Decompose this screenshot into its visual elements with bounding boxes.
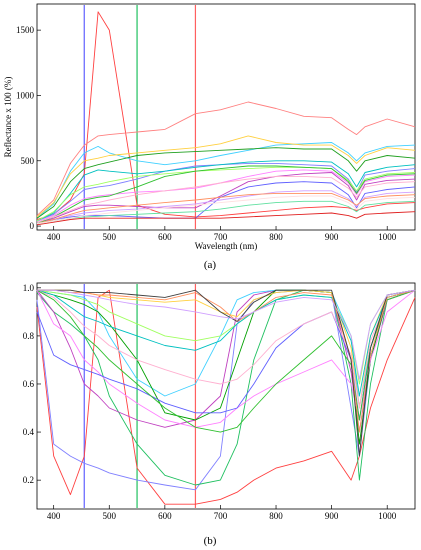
series-group-b: [36, 289, 416, 505]
y-tick-label: 0.4: [23, 427, 35, 437]
x-tick-label: 800: [269, 232, 283, 242]
y-tick-label: 0.6: [23, 379, 35, 389]
tick-group-b: 400 500 600 700 800 900 1000 0.2 0.4 0.6 0.8 1.0: [23, 283, 397, 521]
x-tick-label: 500: [103, 232, 117, 242]
y-tick-label: 1500: [16, 25, 35, 35]
series-line: [37, 289, 416, 380]
series-line: [36, 192, 416, 224]
series-line: [36, 160, 416, 222]
series-line: [36, 166, 416, 222]
y-tick-label: 1.0: [23, 283, 35, 293]
x-tick-label: 400: [47, 511, 61, 521]
chart-b: 400 500 600 700 800 900 1000 0.2 0.4 0.6 0.8 1.0 (b…: [23, 282, 416, 547]
series-line: [36, 211, 416, 226]
series-line: [37, 289, 416, 457]
y-tick-label: 0.8: [23, 331, 35, 341]
x-tick-label: 800: [269, 511, 283, 521]
tick-group-a: 400 500 600 700 800 900 1000 0 500 1000 1500: [16, 25, 397, 242]
series-line: [36, 195, 416, 224]
caption-b: (b): [204, 535, 217, 547]
series-line: [36, 190, 416, 224]
chart-a: 400 500 600 700 800 900 1000 0 500 1000 1500 Wavel…: [3, 3, 416, 271]
y-tick-label: 0: [30, 221, 35, 231]
y-axis-label-a: Reflectance x 100 (%): [3, 77, 13, 158]
series-line: [36, 147, 416, 219]
x-tick-label: 700: [214, 511, 228, 521]
caption-a: (a): [204, 259, 217, 271]
series-line: [36, 165, 416, 224]
x-tick-label: 600: [158, 232, 172, 242]
series-line: [36, 289, 416, 486]
series-line: [36, 289, 416, 445]
x-tick-label: 1000: [378, 232, 397, 242]
x-tick-label: 1000: [378, 511, 397, 521]
series-line: [36, 172, 416, 224]
x-tick-label: 600: [158, 511, 172, 521]
series-line: [36, 289, 416, 397]
x-tick-label: 400: [47, 232, 61, 242]
series-line: [36, 289, 416, 409]
vlines-b: [83, 284, 197, 508]
series-line: [36, 289, 416, 491]
series-line: [36, 289, 416, 428]
x-tick-label: 900: [325, 232, 339, 242]
series-group-a: [36, 11, 416, 226]
series-line: [36, 200, 416, 224]
x-axis-label-a: Wavelength (nm): [195, 241, 258, 251]
series-line: [36, 289, 416, 385]
x-tick-label: 500: [103, 511, 117, 521]
series-line: [36, 11, 416, 220]
series-line: [36, 142, 416, 219]
series-line: [36, 289, 416, 433]
x-tick-label: 700: [214, 232, 228, 242]
y-tick-label: 0.2: [23, 475, 34, 485]
y-tick-label: 1000: [16, 90, 35, 100]
series-line: [36, 175, 416, 223]
series-line: [36, 135, 416, 218]
series-line: [36, 101, 416, 216]
x-tick-label: 900: [325, 511, 339, 521]
y-tick-label: 500: [21, 156, 35, 166]
